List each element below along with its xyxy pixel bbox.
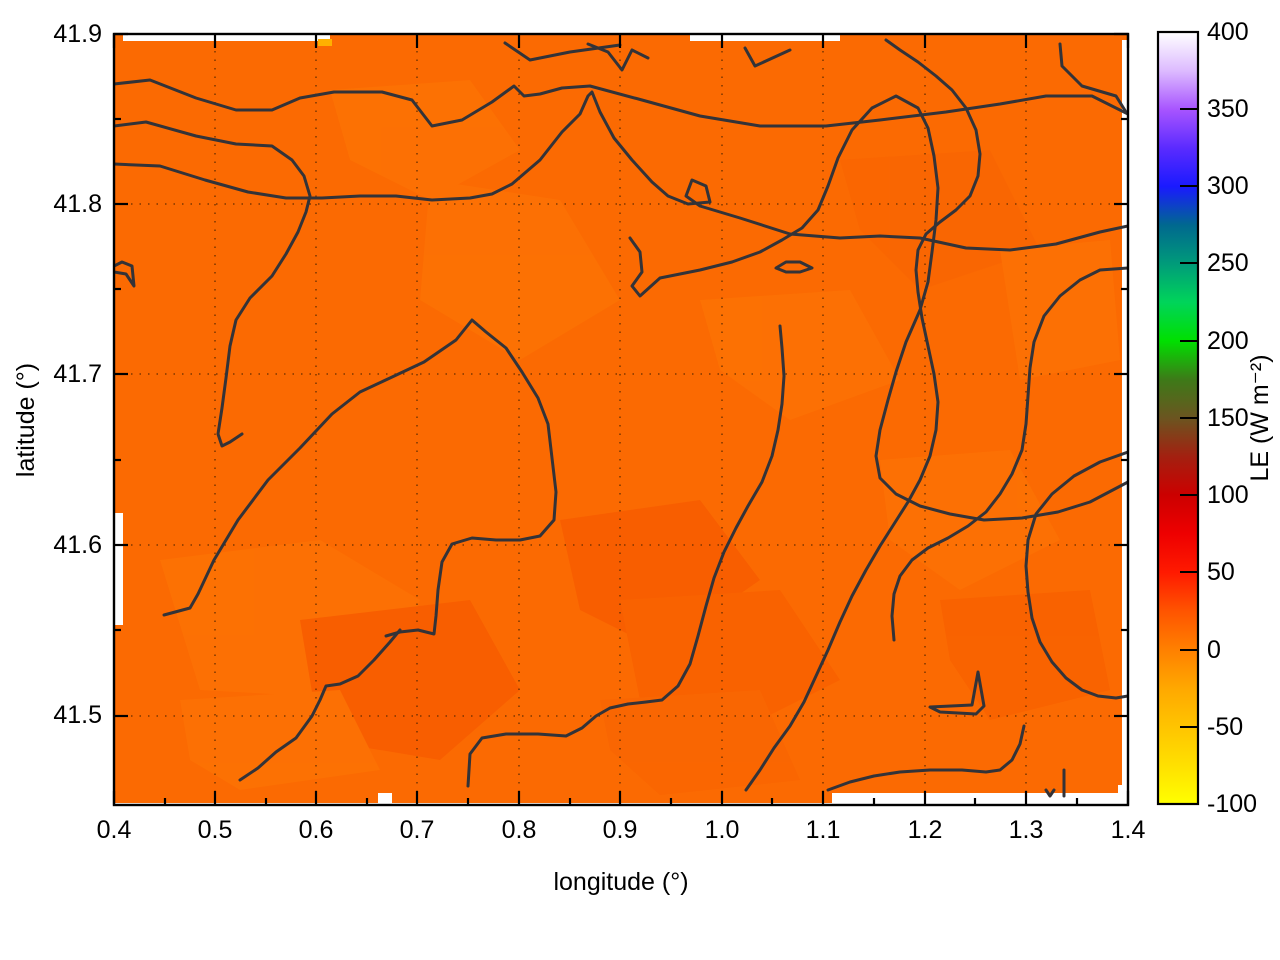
y-tickmarks [114,32,1128,718]
x-tick-label: 0.5 [198,816,233,844]
x-tick-label: 0.4 [97,816,132,844]
data-cover-top-right [840,34,1128,43]
y-tick-label: 41.5 [53,701,102,729]
data-cover-bottom-a [114,787,378,803]
x-tick-label: 1.4 [1111,816,1146,844]
colorbar-tick-labels: -100 -50 0 50 100 150 200 250 300 350 40… [1207,18,1257,818]
colorbar-tick-label: 250 [1207,249,1249,277]
colorbar-tick-label: -50 [1207,713,1243,741]
y-tick-label: 41.8 [53,190,102,218]
colorbar-tick-label: 350 [1207,95,1249,123]
x-tick-labels: 0.4 0.5 0.6 0.7 0.8 0.9 1.0 1.1 1.2 1.3 … [97,816,1146,844]
field-tonal-patches [160,80,1120,795]
y-tick-label: 41.6 [53,531,102,559]
data-gap-right [1118,40,1128,800]
data-cover-top-mid [330,34,690,43]
colorbar-tick-label: -100 [1207,790,1257,818]
colorbar: -100 -50 0 50 100 150 200 250 300 350 40… [1156,18,1274,818]
colorbar-tick-label: 200 [1207,327,1249,355]
y-axis-title: latitude (°) [12,363,40,477]
colorbar-tick-label: 50 [1207,558,1235,586]
x-tick-label: 0.7 [400,816,435,844]
x-axis-title: longitude (°) [553,868,688,896]
x-tick-label: 0.6 [299,816,334,844]
colorbar-tick-label: 300 [1207,172,1249,200]
x-tick-label: 1.3 [1009,816,1044,844]
colorbar-tick-label: 100 [1207,481,1249,509]
data-cover-bottom-b [392,787,832,803]
colorbar-tick-label: 150 [1207,404,1249,432]
y-tick-label: 41.9 [53,20,102,48]
y-tick-label: 41.7 [53,360,102,388]
x-tick-label: 0.8 [502,816,537,844]
contour-lines [114,38,1128,798]
x-tick-label: 1.1 [806,816,841,844]
x-tick-label: 1.2 [908,816,943,844]
data-pixel-top-yellow [318,39,332,46]
y-tick-labels: 41.5 41.6 41.7 41.8 41.9 [53,20,102,729]
colorbar-tick-label: 400 [1207,18,1249,46]
data-cover-right [1110,40,1122,785]
plot-area [112,32,1130,807]
x-tick-label: 0.9 [603,816,638,844]
x-tickmarks [112,34,1130,805]
colorbar-tick-label: 0 [1207,636,1221,664]
colorbar-tickmarks [1180,31,1198,805]
x-tick-label: 1.0 [705,816,740,844]
colorbar-axis-title: LE (W m⁻²) [1246,354,1274,481]
gridlines [114,34,1128,805]
